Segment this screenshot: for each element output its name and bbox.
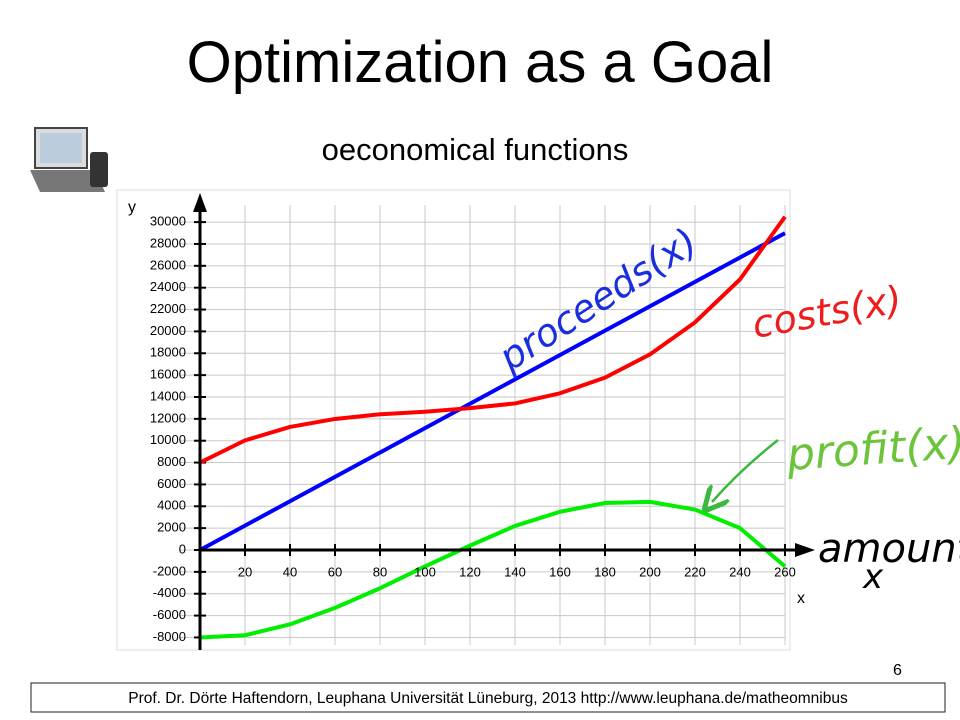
x-tick-label: 160 xyxy=(549,564,571,579)
y-tick-label: 26000 xyxy=(150,257,186,272)
y-tick-label: 12000 xyxy=(150,410,186,425)
series-line xyxy=(200,231,786,552)
y-axis-label: y xyxy=(128,199,136,216)
x-tick-label: 120 xyxy=(459,564,481,579)
x-arrow xyxy=(795,543,815,557)
footer-box xyxy=(30,682,946,713)
subtitle: oeconomical functions xyxy=(322,132,629,167)
y-tick-label: 20000 xyxy=(150,323,186,338)
x-tick-label: 200 xyxy=(639,564,661,579)
plot-background xyxy=(116,189,791,651)
x-tick-label: 140 xyxy=(504,564,526,579)
y-arrow xyxy=(193,193,207,212)
x-tick-label: 40 xyxy=(283,564,297,579)
y-tick-label: 2000 xyxy=(157,520,186,535)
y-tick-label: 16000 xyxy=(150,367,186,382)
annotation: x xyxy=(862,557,884,597)
x-tick-label: 180 xyxy=(594,564,616,579)
y-tick-label: 8000 xyxy=(157,454,186,469)
y-tick-label: 18000 xyxy=(150,345,186,360)
y-tick-label: 6000 xyxy=(157,476,186,491)
y-tick-label: -2000 xyxy=(153,563,186,578)
page-number: 6 xyxy=(893,662,902,679)
series-line xyxy=(200,215,787,465)
y-tick-label: 4000 xyxy=(157,498,186,513)
x-tick-label: 80 xyxy=(373,564,387,579)
series-line xyxy=(200,499,787,640)
annotation-arrow xyxy=(712,439,779,502)
slide-title: Optimization as a Goal xyxy=(187,30,774,95)
y-tick-label: 14000 xyxy=(150,388,186,403)
x-tick-label: 240 xyxy=(729,564,751,579)
y-tick-label: -8000 xyxy=(153,629,186,644)
y-tick-label: 30000 xyxy=(150,214,186,229)
x-tick-label: 20 xyxy=(238,564,252,579)
x-tick-label: 220 xyxy=(684,564,706,579)
footer: Prof. Dr. Dörte Haftendorn, Leuphana Uni… xyxy=(128,690,848,707)
y-tick-label: 0 xyxy=(179,541,186,556)
x-axis-label: x xyxy=(797,590,805,607)
y-tick-label: -4000 xyxy=(153,585,186,600)
y-tick-label: 24000 xyxy=(150,279,186,294)
device-icon xyxy=(30,127,108,192)
y-tick-label: 10000 xyxy=(150,432,186,447)
annotation: amount xyxy=(818,526,960,572)
x-tick-label: 60 xyxy=(328,564,342,579)
y-tick-label: 22000 xyxy=(150,301,186,316)
y-tick-label: 28000 xyxy=(150,235,186,250)
x-tick-label: 100 xyxy=(414,564,436,579)
x-tick-label: 260 xyxy=(774,564,796,579)
series-label: profit(x) xyxy=(784,418,960,481)
y-tick-label: -6000 xyxy=(153,607,186,622)
